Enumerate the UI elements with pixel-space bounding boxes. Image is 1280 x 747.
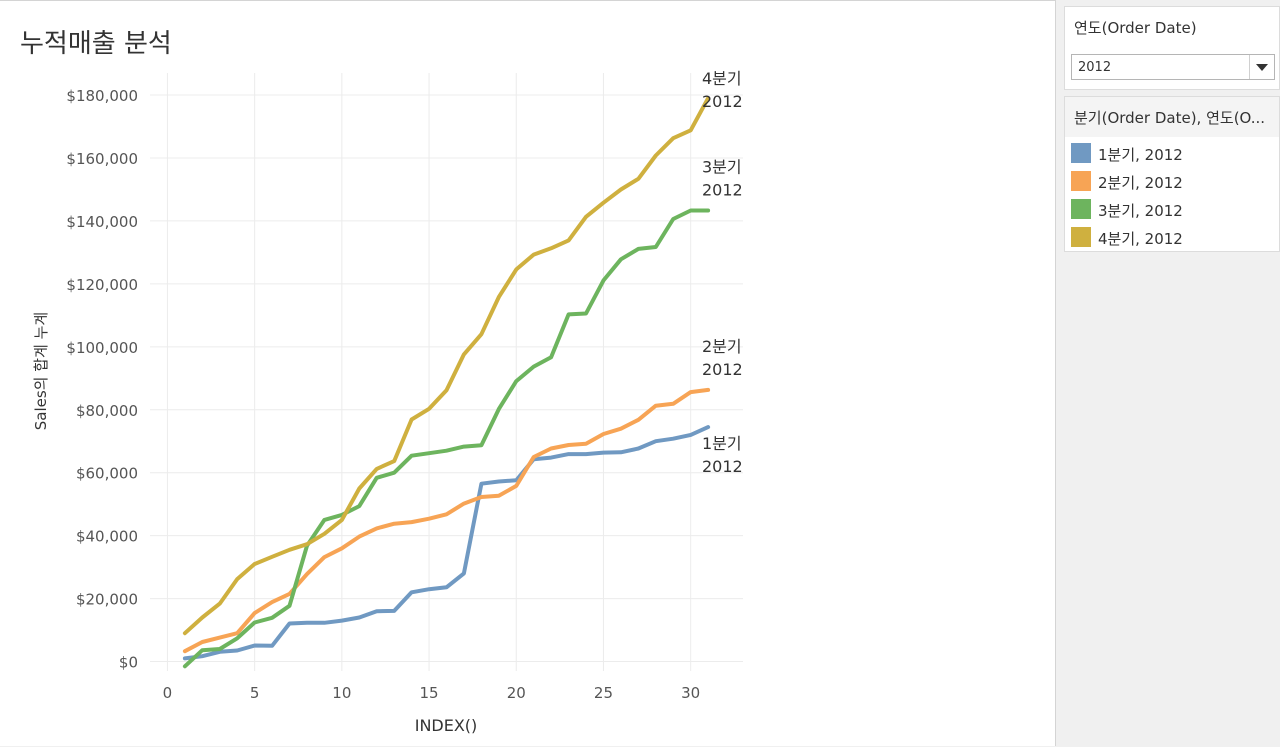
y-axis-title: Sales의 합계 누계 xyxy=(32,312,50,430)
series-layer xyxy=(182,96,711,669)
legend-label: 2분기, 2012 xyxy=(1098,174,1183,192)
x-tick-label: 20 xyxy=(507,684,526,702)
line-chart: $0 $20,000 $40,000 $60,000 $80,000 $100,000 $1… xyxy=(32,69,743,735)
series-end-label: 2012 xyxy=(702,457,743,476)
legend-label: 1분기, 2012 xyxy=(1098,146,1183,164)
y-tick-label: $80,000 xyxy=(76,402,138,420)
series-line-q1[interactable] xyxy=(182,425,711,661)
legend-title: 분기(Order Date), 연도(O... xyxy=(1065,97,1279,137)
side-panel: 연도(Order Date) 2012 분기(Order Date), 연도(O… xyxy=(1064,0,1280,746)
legend-item-q2[interactable]: 2분기, 2012 xyxy=(1071,169,1271,193)
legend-swatch xyxy=(1071,171,1091,191)
year-filter-value: 2012 xyxy=(1078,60,1112,75)
legend-swatch xyxy=(1071,199,1091,219)
y-tick-label: $120,000 xyxy=(66,276,138,294)
y-tick-label: $60,000 xyxy=(76,465,138,483)
year-filter-title: 연도(Order Date) xyxy=(1074,19,1197,37)
year-filter-dropdown[interactable]: 2012 xyxy=(1071,54,1275,80)
x-tick-label: 0 xyxy=(163,684,173,702)
x-tick-label: 15 xyxy=(420,684,439,702)
x-tick-label: 10 xyxy=(332,684,351,702)
y-tick-label: $0 xyxy=(119,654,138,672)
series-end-label: 3분기 xyxy=(702,158,742,177)
x-tick-label: 25 xyxy=(594,684,613,702)
legend-swatch xyxy=(1071,227,1091,247)
series-end-label: 2분기 xyxy=(702,337,742,356)
series-line-q4[interactable] xyxy=(182,96,711,636)
legend-item-q3[interactable]: 3분기, 2012 xyxy=(1071,197,1271,221)
series-end-label: 2012 xyxy=(702,181,743,200)
axis-layer: $0 $20,000 $40,000 $60,000 $80,000 $100,000 $1… xyxy=(66,87,700,702)
y-tick-label: $40,000 xyxy=(76,528,138,546)
series-end-label: 2012 xyxy=(702,360,743,379)
series-end-label: 1분기 xyxy=(702,434,742,453)
x-axis-title: INDEX() xyxy=(415,716,478,735)
x-tick-label: 30 xyxy=(681,684,700,702)
legend-item-q1[interactable]: 1분기, 2012 xyxy=(1071,141,1271,165)
series-end-label: 2012 xyxy=(702,92,743,111)
sheet-title: 누적매출 분석 xyxy=(20,29,172,59)
y-tick-label: $20,000 xyxy=(76,591,138,609)
legend-label: 3분기, 2012 xyxy=(1098,202,1183,220)
color-legend-card: 분기(Order Date), 연도(O... 1분기, 2012 2분기, 2… xyxy=(1064,96,1280,252)
series-line-q2[interactable] xyxy=(182,387,711,654)
year-filter-card: 연도(Order Date) 2012 xyxy=(1064,6,1280,90)
y-tick-label: $180,000 xyxy=(66,87,138,105)
y-tick-label: $140,000 xyxy=(66,213,138,231)
y-tick-label: $100,000 xyxy=(66,339,138,357)
legend-label: 4분기, 2012 xyxy=(1098,230,1183,248)
series-line-q3[interactable] xyxy=(182,208,711,669)
legend-item-q4[interactable]: 4분기, 2012 xyxy=(1071,225,1271,249)
dropdown-arrow-icon[interactable] xyxy=(1249,55,1274,79)
label-layer: 1분기 2012 2분기 2012 3분기 2012 4분기 2012 xyxy=(702,69,743,476)
series-end-label: 4분기 xyxy=(702,69,742,88)
x-tick-label: 5 xyxy=(250,684,260,702)
worksheet-pane: 누적매출 분석 $0 $20,000 $40,000 $60,000 $80,000 $1… xyxy=(0,0,1056,746)
legend-swatch xyxy=(1071,143,1091,163)
grid-layer xyxy=(150,73,743,671)
y-tick-label: $160,000 xyxy=(66,150,138,168)
